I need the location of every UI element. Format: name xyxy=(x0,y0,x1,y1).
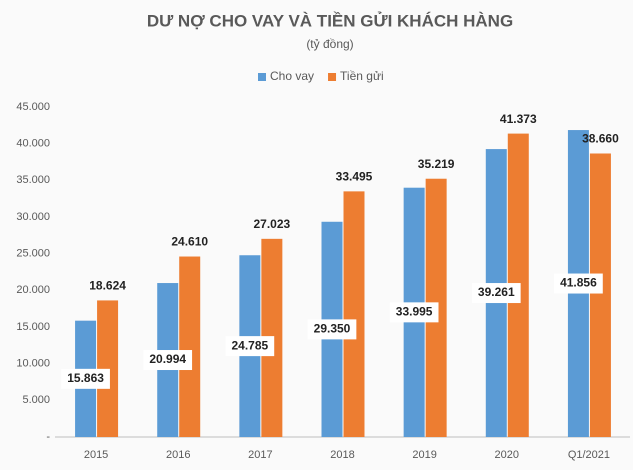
y-tick-label: 15.000 xyxy=(16,321,50,333)
data-label: 35.219 xyxy=(418,157,455,171)
data-label-box xyxy=(471,283,521,304)
bar xyxy=(589,153,611,437)
x-tick-label: 2017 xyxy=(248,449,272,461)
x-tick-label: 2019 xyxy=(412,449,436,461)
y-tick-label: - xyxy=(46,431,50,443)
x-tick-label: 2015 xyxy=(84,449,108,461)
chart-title: DƯ NỢ CHO VAY VÀ TIỀN GỬI KHÁCH HÀNG xyxy=(147,11,513,30)
y-tick-label: 20.000 xyxy=(16,284,50,296)
y-tick-label: 30.000 xyxy=(16,211,50,223)
bar xyxy=(179,256,201,437)
y-tick-label: 35.000 xyxy=(16,174,50,186)
data-label-box xyxy=(143,350,193,371)
legend-label: Cho vay xyxy=(270,69,314,83)
y-tick-label: 5.000 xyxy=(22,394,50,406)
y-tick-label: 45.000 xyxy=(16,101,50,113)
data-label: 33.495 xyxy=(336,170,373,184)
legend-label: Tiền gửi xyxy=(340,69,384,83)
data-label: 27.023 xyxy=(254,217,291,231)
y-tick-label: 10.000 xyxy=(16,358,50,370)
data-label: 41.856 xyxy=(560,276,597,290)
data-label-box xyxy=(554,273,603,294)
data-label-box xyxy=(61,368,110,389)
x-tick-label: 2018 xyxy=(330,449,354,461)
data-label-box xyxy=(225,336,275,357)
data-label: 18.624 xyxy=(89,279,126,293)
data-label: 29.350 xyxy=(314,322,351,336)
data-label: 41.373 xyxy=(500,112,537,126)
data-label-box xyxy=(389,302,439,323)
x-tick-label: 2016 xyxy=(166,449,190,461)
data-label: 39.261 xyxy=(478,285,515,299)
data-label-box xyxy=(307,319,357,340)
data-label: 20.994 xyxy=(149,352,186,366)
legend-swatch xyxy=(328,73,337,81)
data-label: 33.995 xyxy=(396,305,433,319)
data-label: 38.660 xyxy=(582,132,619,146)
legend-swatch xyxy=(258,73,266,81)
y-tick-label: 40.000 xyxy=(16,138,50,150)
data-label: 24.610 xyxy=(171,235,208,249)
data-label: 24.785 xyxy=(232,338,269,352)
x-tick-label: Q1/2021 xyxy=(568,449,610,461)
bar xyxy=(343,191,365,437)
chart-subtitle: (tỷ đồng) xyxy=(306,37,353,51)
y-tick-label: 25.000 xyxy=(16,248,50,260)
x-tick-label: 2020 xyxy=(495,449,519,461)
data-label: 15.863 xyxy=(67,371,104,385)
bar xyxy=(97,300,119,437)
